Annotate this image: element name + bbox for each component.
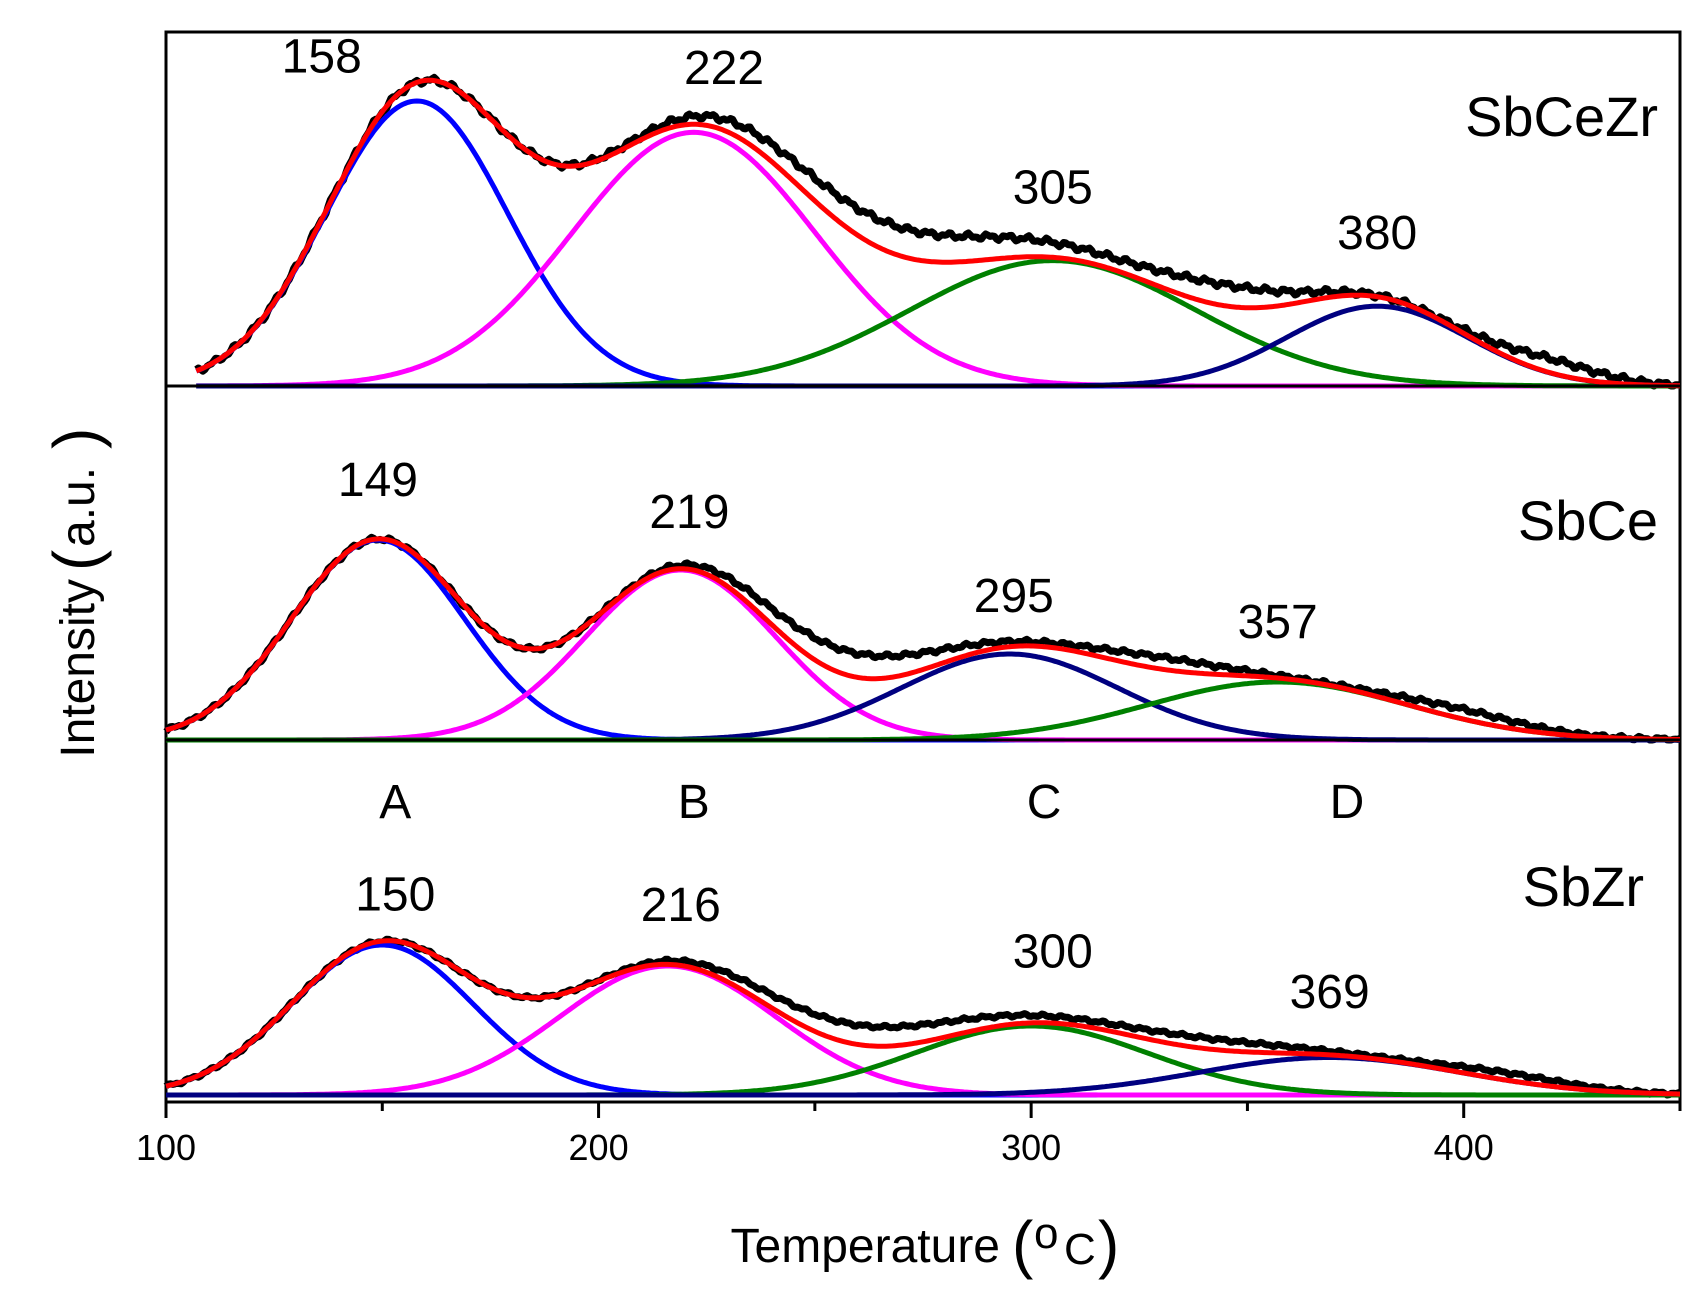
sample-label-SbCe: SbCe [1518,489,1658,552]
x-axis-unit-superscript: o [1034,1209,1058,1258]
peak-label-216: 216 [641,879,721,932]
y-axis-title-open-paren: ( [40,550,112,571]
peak-label-357: 357 [1238,596,1318,649]
panel-SbCeZr: 158 222 305 380 SbCeZr [194,31,1682,390]
x-axis-unit: C [1064,1225,1096,1274]
peak-label-219: 219 [649,486,729,539]
x-tick-label-300: 300 [1001,1127,1061,1168]
region-labels: A B C D [379,776,1364,829]
peak-380-curve [196,303,1680,389]
peak-216-curve [166,963,1680,1098]
region-label-C: C [1027,776,1062,829]
peak-222-curve [196,129,1680,389]
fit-sum-SbZr [165,938,1680,1097]
peak-label-305: 305 [1013,162,1093,215]
peak-label-380: 380 [1337,207,1417,260]
experimental-trace-SbCe [163,533,1682,744]
y-axis-title-text: Intensity [52,579,105,758]
peak-label-222: 222 [684,42,764,95]
panel-SbCe: 149 219 295 357 SbCe [163,454,1682,744]
peak-158-curve [195,98,1680,389]
region-label-A: A [379,776,411,829]
x-axis-title-open-paren: ( [1012,1208,1033,1280]
peak-label-149: 149 [338,454,418,507]
x-axis-title-text: Temperature [731,1220,1000,1273]
x-axis-title-close-paren: ) [1098,1208,1119,1280]
peak-label-150: 150 [355,869,435,922]
experimental-trace-SbCeZr [194,73,1682,390]
y-axis-title: Intensity ( a.u. ) [40,428,112,758]
panel-dividers [166,384,1680,742]
peak-label-158: 158 [282,31,362,84]
panels: 158 222 305 380 SbCeZr 149 219 295 357 SbCe 150 216… [163,31,1682,1099]
fit-sum-SbCeZr [195,77,1680,389]
sample-label-SbCeZr: SbCeZr [1465,85,1658,148]
fit-sum-SbCe [165,536,1680,742]
peak-label-369: 369 [1290,966,1370,1019]
y-axis-title-close-paren: ) [40,428,112,449]
region-label-B: B [678,776,710,829]
x-tick-label-400: 400 [1434,1127,1494,1168]
peak-label-295: 295 [974,570,1054,623]
sample-label-SbZr: SbZr [1523,855,1644,918]
peak-label-300: 300 [1013,926,1093,979]
x-axis: 100 200 300 400 [136,1102,1682,1168]
y-axis-unit: a.u. [52,467,105,547]
x-axis-title: Temperature ( o C ) [731,1208,1120,1280]
panel-SbZr: 150 216 300 369 SbZr [163,855,1682,1099]
region-label-D: D [1330,776,1365,829]
x-tick-label-200: 200 [569,1127,629,1168]
x-tick-label-100: 100 [136,1127,196,1168]
plot-frame [164,30,1682,1104]
